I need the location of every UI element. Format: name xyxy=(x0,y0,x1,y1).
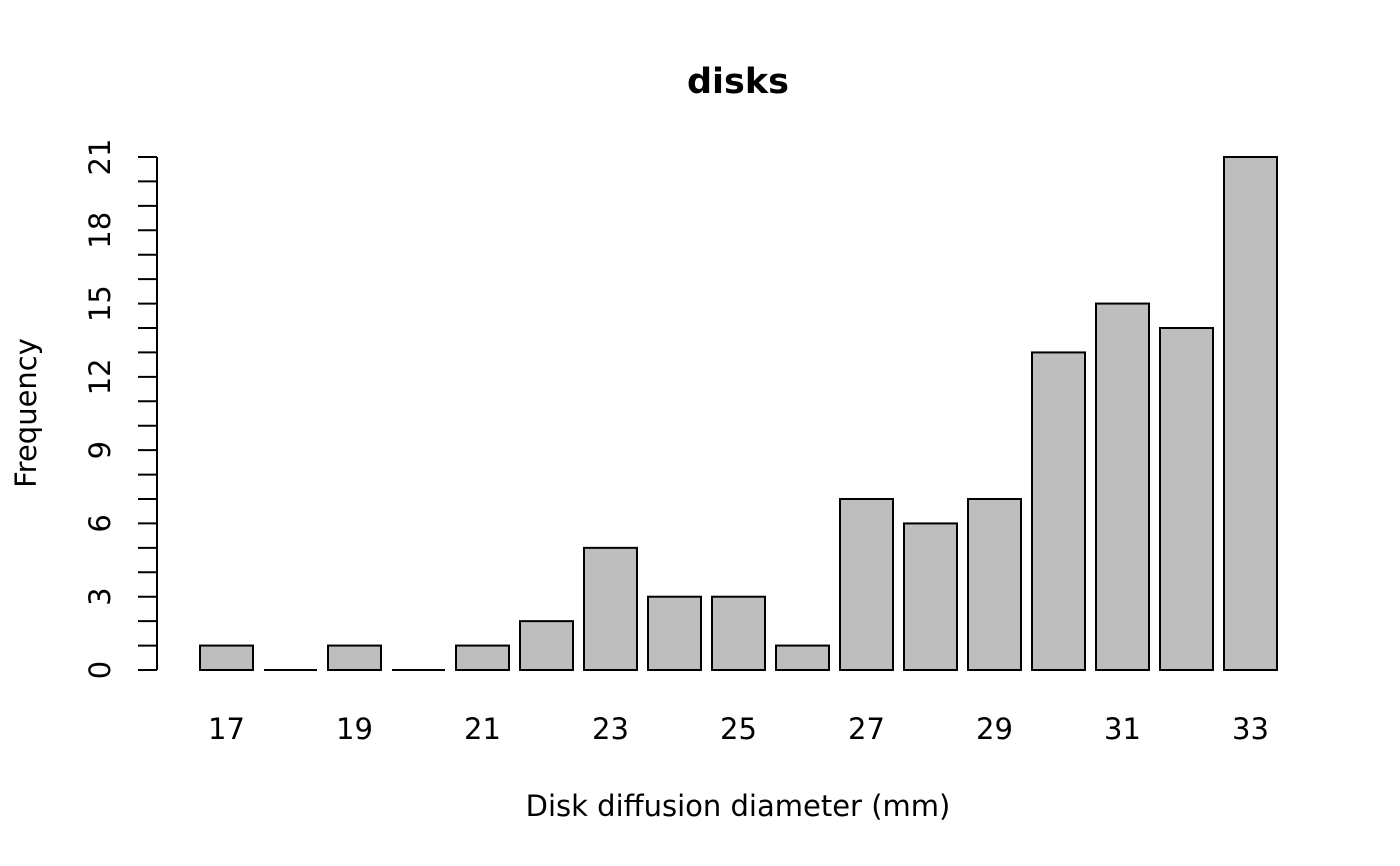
x-axis: 17 19 21 23 25 27 29 31 33 xyxy=(208,712,1269,746)
bar-22 xyxy=(519,620,574,672)
y-tick-label: 15 xyxy=(83,285,117,322)
y-axis: 0 3 6 9 12 15 18 21 xyxy=(83,139,158,679)
bar-33 xyxy=(1223,156,1278,671)
y-tick-label: 0 xyxy=(83,661,117,679)
x-tick-label: 19 xyxy=(336,712,373,746)
bar-28 xyxy=(903,522,958,672)
bar-24 xyxy=(647,595,702,672)
x-tick-label: 29 xyxy=(976,712,1013,746)
y-axis-title: Frequency xyxy=(9,338,43,488)
x-tick-label: 25 xyxy=(720,712,757,746)
x-axis-title: Disk diffusion diameter (mm) xyxy=(526,789,951,823)
chart-title: disks xyxy=(687,62,789,102)
x-tick-label: 31 xyxy=(1104,712,1141,746)
y-tick-label: 21 xyxy=(83,139,117,176)
bar-29 xyxy=(967,498,1022,671)
x-tick-label: 17 xyxy=(208,712,245,746)
x-tick-label: 33 xyxy=(1232,712,1269,746)
bar-21 xyxy=(455,644,510,671)
bar-27 xyxy=(839,498,894,671)
x-tick-label: 27 xyxy=(848,712,885,746)
bars xyxy=(199,156,1278,672)
y-tick-label: 3 xyxy=(83,587,117,605)
y-tick-label: 6 xyxy=(83,514,117,532)
bar-25 xyxy=(711,595,766,672)
bar-30 xyxy=(1031,351,1086,671)
bar-31 xyxy=(1095,302,1150,671)
bar-32 xyxy=(1159,327,1214,671)
bar-26 xyxy=(775,644,830,671)
y-tick-label: 18 xyxy=(83,212,117,249)
y-tick-label: 9 xyxy=(83,441,117,459)
bar-17 xyxy=(199,644,254,671)
x-tick-label: 21 xyxy=(464,712,501,746)
y-tick-label: 12 xyxy=(83,358,117,395)
x-tick-label: 23 xyxy=(592,712,629,746)
bar-19 xyxy=(327,644,382,671)
bar-23 xyxy=(583,546,638,671)
